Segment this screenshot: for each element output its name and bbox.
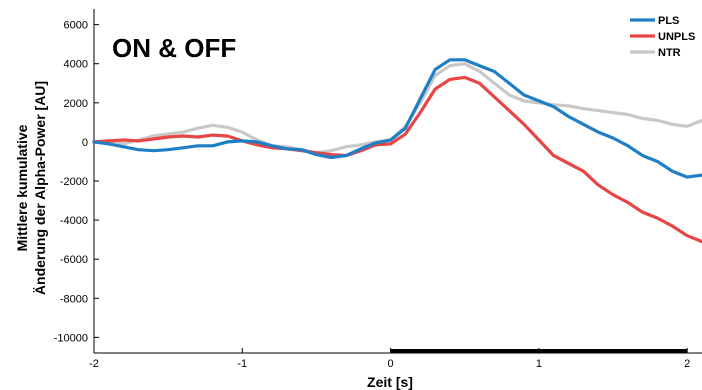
legend-label-pls: PLS [658, 15, 679, 27]
y-tick-label: 0 [82, 137, 88, 149]
y-tick-label: -6000 [60, 254, 88, 266]
legend-label-unpls: UNPLS [658, 31, 695, 43]
x-axis-label: Zeit [s] [367, 374, 413, 390]
y-axis-label-line2: Änderung der Alpha-Power [AU] [32, 81, 48, 295]
y-tick-label: -8000 [60, 293, 88, 305]
x-tick-label: 1 [536, 358, 542, 370]
x-tick-label: 0 [388, 358, 394, 370]
y-tick-label: -2000 [60, 176, 88, 188]
chart-title: ON & OFF [112, 33, 236, 63]
series-line-pls [92, 58, 702, 179]
x-tick-label: -2 [89, 358, 99, 370]
legend-label-ntr: NTR [658, 47, 681, 59]
y-tick-label: 4000 [64, 59, 88, 71]
y-ticks: 6000 4000 2000 0 -2000 -4000 -6000 -8000 -10000 [54, 20, 99, 344]
y-tick-label: -4000 [60, 215, 88, 227]
series-group [92, 58, 702, 244]
x-tick-label: -1 [237, 358, 247, 370]
y-tick-label: 6000 [64, 20, 88, 32]
y-tick-label: 2000 [64, 98, 88, 110]
series-line-unpls [92, 75, 702, 244]
legend: PLS UNPLS NTR [630, 15, 695, 59]
y-axis-label-line1: Mittlere kumulative [14, 124, 30, 251]
x-tick-label: 2 [684, 358, 690, 370]
y-tick-label: -10000 [54, 332, 88, 344]
